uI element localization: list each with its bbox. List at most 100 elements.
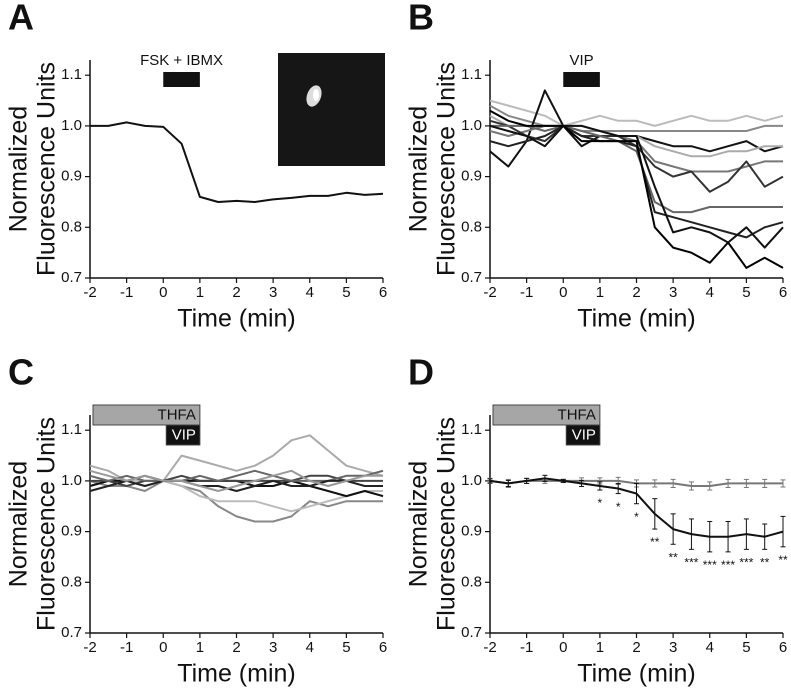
treatment-label: VIP xyxy=(569,52,593,69)
x-tick-label: 3 xyxy=(669,284,677,301)
x-tick-label: -1 xyxy=(120,639,133,656)
x-tick-label: 4 xyxy=(706,284,714,301)
error-bar xyxy=(743,478,749,488)
treatment-bar xyxy=(563,72,600,87)
y-tick-label: 0.8 xyxy=(61,573,82,590)
x-tick-label: 4 xyxy=(306,639,314,656)
error-bar xyxy=(762,478,768,488)
error-bar xyxy=(652,479,658,488)
error-bar xyxy=(725,520,731,553)
x-axis-label: Time (min) xyxy=(177,305,296,333)
y-tick-label: 0.7 xyxy=(61,624,82,641)
x-tick-label: 0 xyxy=(559,284,567,301)
x-tick-label: 1 xyxy=(596,639,604,656)
y-axis-label: Normalized xyxy=(5,106,33,232)
cell-core xyxy=(313,89,319,101)
data-line xyxy=(89,479,383,492)
panel: B 0.7 0.8 0.9 1.0 1.1 -2 -1 0 1 2 3 4 5 6 Time (min) Nor… xyxy=(405,0,788,333)
y-axis-label: Normalized xyxy=(405,106,433,232)
significance-label: * xyxy=(616,500,621,514)
x-tick-label: 0 xyxy=(559,639,567,656)
error-bar xyxy=(634,482,639,505)
error-bar xyxy=(487,478,493,484)
error-bar xyxy=(762,523,768,550)
error-bar xyxy=(542,474,548,482)
data-line xyxy=(490,124,783,214)
x-tick-label: 2 xyxy=(632,639,640,656)
data-line xyxy=(89,469,383,492)
error-bar xyxy=(725,478,731,488)
x-tick-label: 3 xyxy=(269,639,277,656)
y-tick-label: 0.8 xyxy=(461,218,482,235)
y-tick-label: 1.1 xyxy=(61,421,82,438)
error-bar xyxy=(524,477,530,484)
y-tick-label: 0.7 xyxy=(461,269,482,286)
inset-image xyxy=(278,53,385,166)
y-tick-label: 0.9 xyxy=(61,523,82,540)
y-tick-label: 1.0 xyxy=(61,117,82,134)
y-tick-label: 0.9 xyxy=(61,168,82,185)
x-tick-label: -2 xyxy=(83,284,96,301)
x-tick-label: 1 xyxy=(596,284,604,301)
significance-label: ** xyxy=(778,553,788,567)
y-tick-label: 0.8 xyxy=(461,573,482,590)
significance-label: *** xyxy=(739,556,753,570)
x-tick-label: 1 xyxy=(196,284,204,301)
data-line xyxy=(89,479,383,523)
treatment-bar xyxy=(492,404,601,426)
x-tick-label: -1 xyxy=(520,639,533,656)
error-bar xyxy=(615,482,621,495)
x-tick-label: 6 xyxy=(379,284,387,301)
x-tick-label: -1 xyxy=(120,284,133,301)
y-tick-label: 1.1 xyxy=(61,66,82,83)
data-line xyxy=(90,121,384,203)
x-axis-label: Time (min) xyxy=(177,660,296,688)
x-tick-label: 6 xyxy=(379,639,387,656)
data-line xyxy=(489,99,784,127)
y-axis-label: Fluorescence Units xyxy=(433,417,461,631)
y-tick-label: 0.7 xyxy=(61,269,82,286)
significance-label: *** xyxy=(703,558,717,572)
y-tick-label: 1.0 xyxy=(461,117,482,134)
y-axis-label: Normalized xyxy=(5,461,33,587)
x-tick-label: 3 xyxy=(669,639,677,656)
error-bar xyxy=(505,479,511,487)
y-tick-label: 1.0 xyxy=(461,472,482,489)
error-bar xyxy=(560,478,566,483)
x-axis-label: Time (min) xyxy=(577,660,696,688)
x-tick-label: 5 xyxy=(742,639,750,656)
x-tick-label: 5 xyxy=(742,284,750,301)
x-tick-label: 5 xyxy=(342,639,350,656)
x-tick-label: 1 xyxy=(196,639,204,656)
significance-label: ** xyxy=(650,535,660,549)
treatment-label: VIP xyxy=(172,426,196,443)
significance-label: * xyxy=(598,496,603,510)
treatment-bar xyxy=(163,72,200,87)
y-axis-label: Fluorescence Units xyxy=(433,62,461,276)
treatment-bar xyxy=(565,424,601,446)
x-tick-label: 5 xyxy=(342,284,350,301)
error-bar xyxy=(579,479,585,487)
significance-label: *** xyxy=(684,556,698,570)
panel-letter: A xyxy=(8,0,34,38)
y-tick-label: 0.9 xyxy=(461,523,482,540)
x-tick-label: 4 xyxy=(706,639,714,656)
panel-letter: C xyxy=(8,352,34,393)
error-bar xyxy=(707,481,713,491)
y-tick-label: 1.1 xyxy=(461,66,482,83)
x-tick-label: -1 xyxy=(520,284,533,301)
panel: A 0.7 0.8 0.9 1.0 1.1 -2 -1 0 1 2 3 4 5 6 Time (min) Nor… xyxy=(5,0,388,333)
data-line xyxy=(489,124,784,249)
data-line xyxy=(489,109,784,269)
y-tick-label: 1.0 xyxy=(61,472,82,489)
panel-letter: B xyxy=(408,0,434,38)
error-bar xyxy=(670,478,676,488)
data-line xyxy=(489,124,784,239)
x-tick-label: -2 xyxy=(483,284,496,301)
inset-background xyxy=(278,53,385,166)
data-line xyxy=(89,469,384,482)
treatment-label: FSK + IBMX xyxy=(140,52,223,69)
x-tick-label: 6 xyxy=(779,284,787,301)
panel: C 0.7 0.8 0.9 1.0 1.1 -2 -1 0 1 2 3 4 5 6 Time (min) Nor… xyxy=(5,352,388,688)
